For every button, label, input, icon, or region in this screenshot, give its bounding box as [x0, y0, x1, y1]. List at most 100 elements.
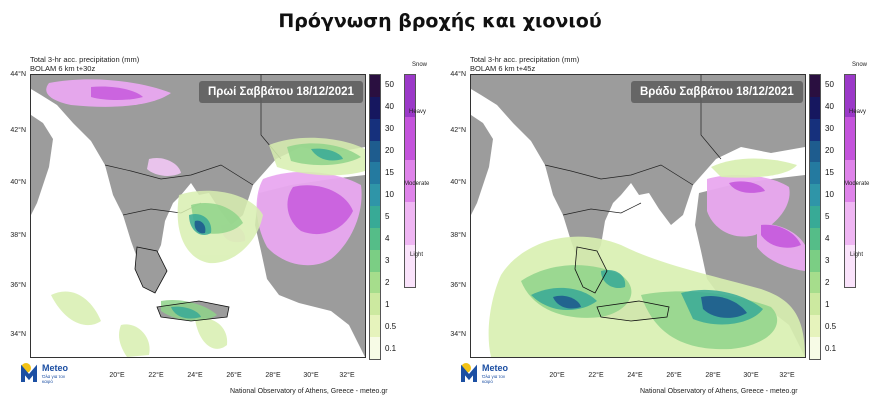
lat-label: 40°N	[10, 179, 26, 186]
lat-label: 44°N	[450, 71, 466, 78]
snow-moderate-label: Moderate	[404, 181, 430, 187]
rain-colorbar	[809, 74, 821, 360]
lon-label: 26°E	[666, 372, 682, 379]
rain-level-label: 10	[825, 190, 834, 199]
rain-colorbar-segment	[810, 184, 820, 207]
credit-text: National Observatory of Athens, Greece -…	[230, 388, 388, 395]
snow-heavy-label: Heavy	[849, 109, 867, 115]
lat-label: 38°N	[450, 232, 466, 239]
rain-level-label: 50	[385, 80, 394, 89]
rain-colorbar-segment	[810, 271, 820, 294]
snow-heavy-label: Heavy	[409, 109, 427, 115]
lat-label: 42°N	[450, 127, 466, 134]
snow-label: Snow	[412, 62, 428, 68]
rain-level-label: 15	[825, 168, 834, 177]
lon-label: 22°E	[148, 372, 164, 379]
snow-colorbar-segment	[405, 244, 415, 287]
rain-colorbar-segment	[810, 162, 820, 185]
rain-colorbar-segment	[370, 271, 380, 294]
lat-label: 36°N	[450, 282, 466, 289]
rain-colorbar-segment	[370, 162, 380, 185]
lon-label: 30°E	[303, 372, 319, 379]
forecast-time-badge: Βράδυ Σαββάτου 18/12/2021	[631, 81, 803, 103]
snow-colorbar-segment	[845, 117, 855, 160]
rain-colorbar-segment	[370, 140, 380, 163]
rain-level-label: 2	[385, 278, 390, 287]
lon-label: 22°E	[588, 372, 604, 379]
snow-colorbar	[844, 74, 856, 288]
rain-level-label: 2	[825, 278, 830, 287]
logo-name: Meteo	[42, 363, 69, 373]
meteo-logo-icon	[461, 363, 477, 382]
rain-level-label: 0.5	[825, 322, 837, 331]
rain-colorbar-segment	[810, 227, 820, 250]
rain-level-label: 0.1	[825, 344, 837, 353]
rain-colorbar-segment	[370, 227, 380, 250]
lon-label: 28°E	[705, 372, 721, 379]
rain-colorbar-segment	[810, 118, 820, 141]
rain-level-label: 20	[825, 146, 834, 155]
lon-label: 30°E	[743, 372, 759, 379]
rain-level-label: 1	[825, 300, 830, 309]
snow-light-label: Light	[410, 252, 424, 258]
snow-label: Snow	[852, 62, 868, 68]
lat-label: 34°N	[450, 331, 466, 338]
snow-moderate-label: Moderate	[844, 181, 870, 187]
precipitation-map: Πρωί Σαββάτου 18/12/2021	[30, 74, 366, 358]
forecast-panel-morning: Total 3-hr acc. precipitation (mm) BOLAM…	[0, 52, 440, 412]
meteo-logo: Meteo Όλα για τον καιρό	[460, 362, 508, 389]
rain-colorbar-segment	[370, 184, 380, 207]
snow-light-label: Light	[850, 252, 864, 258]
rain-level-label: 4	[385, 234, 390, 243]
rain-level-label: 10	[385, 190, 394, 199]
panel-header-title: Total 3-hr acc. precipitation (mm)	[470, 55, 580, 64]
rain-level-label: 4	[825, 234, 830, 243]
rain-colorbar-segment	[370, 206, 380, 228]
page-title: Πρόγνωση βροχής και χιονιού	[278, 10, 602, 32]
snow-colorbar-segment	[405, 159, 415, 203]
rain-level-label: 40	[385, 102, 394, 111]
panel-header-title: Total 3-hr acc. precipitation (mm)	[30, 55, 140, 64]
lon-label: 24°E	[627, 372, 643, 379]
rain-level-label: 3	[825, 256, 830, 265]
forecast-time-badge: Πρωί Σαββάτου 18/12/2021	[199, 81, 363, 103]
rain-colorbar-segment	[370, 249, 380, 272]
snow-colorbar-segment	[405, 202, 415, 245]
lon-label: 32°E	[779, 372, 795, 379]
lon-label: 20°E	[109, 372, 125, 379]
forecast-panel-evening: Total 3-hr acc. precipitation (mm) BOLAM…	[440, 52, 880, 412]
logo-name: Meteo	[482, 363, 509, 373]
rain-level-label: 15	[385, 168, 394, 177]
rain-colorbar	[369, 74, 381, 360]
rain-colorbar-segment	[370, 118, 380, 141]
snow-colorbar-segment	[845, 202, 855, 245]
logo-tagline: Όλα για τον καιρό	[42, 374, 66, 384]
rain-level-label: 1	[385, 300, 390, 309]
rain-level-label: 30	[385, 124, 394, 133]
lat-label: 40°N	[450, 179, 466, 186]
rain-colorbar-segment	[370, 96, 380, 119]
rain-level-label: 50	[825, 80, 834, 89]
lon-label: 32°E	[339, 372, 355, 379]
meteo-logo: Meteo Όλα για τον καιρό	[20, 362, 68, 389]
rain-colorbar-segment	[810, 96, 820, 119]
rain-colorbar-segment	[810, 75, 820, 97]
lon-label: 20°E	[549, 372, 565, 379]
panel-header-model: BOLAM 6 km t+45z	[470, 64, 536, 73]
snow-colorbar-segment	[845, 75, 855, 118]
rain-colorbar-segment	[810, 337, 820, 359]
snow-colorbar-segment	[845, 244, 855, 287]
credit-text: National Observatory of Athens, Greece -…	[640, 388, 798, 395]
rain-level-label: 20	[385, 146, 394, 155]
lon-label: 24°E	[187, 372, 203, 379]
rain-colorbar-segment	[370, 293, 380, 316]
rain-colorbar-segment	[810, 206, 820, 228]
rain-level-label: 0.1	[385, 344, 397, 353]
lon-label: 28°E	[265, 372, 281, 379]
snow-colorbar-segment	[405, 117, 415, 160]
panel-header-model: BOLAM 6 km t+30z	[30, 64, 96, 73]
lat-label: 36°N	[10, 282, 26, 289]
snow-colorbar	[404, 74, 416, 288]
rain-colorbar-segment	[810, 293, 820, 316]
lat-label: 34°N	[10, 331, 26, 338]
